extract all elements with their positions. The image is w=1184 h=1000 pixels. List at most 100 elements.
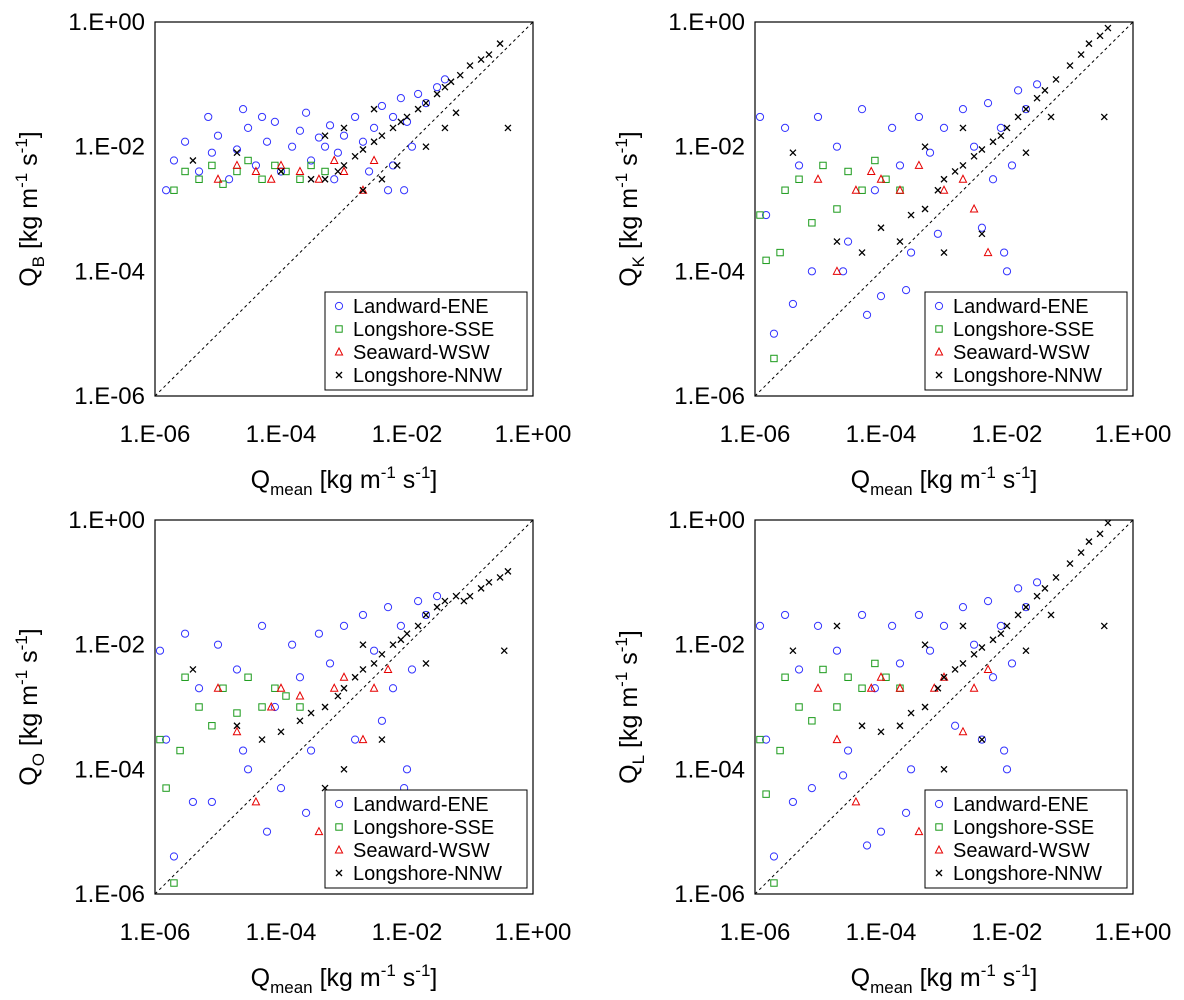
data-point xyxy=(176,746,184,755)
data-point xyxy=(407,142,417,151)
data-point xyxy=(1096,530,1104,538)
label-unit: [kg m xyxy=(913,466,981,494)
data-point xyxy=(906,248,916,257)
data-point xyxy=(306,746,316,755)
data-point xyxy=(895,185,905,194)
data-point xyxy=(914,610,924,620)
x-tick-label: 1.E-02 xyxy=(972,421,1043,448)
label-superscript: -1 xyxy=(612,138,631,153)
data-point xyxy=(188,797,198,807)
data-point xyxy=(788,299,798,309)
data-point xyxy=(403,113,411,121)
data-point xyxy=(921,205,929,213)
data-point xyxy=(934,186,942,194)
data-point xyxy=(833,703,841,711)
label-subscript: mean xyxy=(270,978,313,997)
data-point xyxy=(951,168,959,175)
data-point xyxy=(155,646,165,655)
label-unit: ] xyxy=(430,964,437,992)
data-point xyxy=(282,692,290,700)
data-point xyxy=(1003,124,1011,132)
data-point xyxy=(422,659,430,667)
data-point xyxy=(1066,560,1074,568)
data-point xyxy=(396,94,405,103)
data-point xyxy=(887,123,897,133)
data-point xyxy=(213,131,223,140)
x-tick-label: 1.E-04 xyxy=(846,919,917,946)
data-point xyxy=(496,573,504,581)
data-point xyxy=(813,174,823,183)
data-point xyxy=(921,143,929,151)
label-subscript: mean xyxy=(270,480,313,499)
data-point xyxy=(871,156,879,165)
y-tick-label: 1.E+00 xyxy=(668,507,745,534)
label-main: Q xyxy=(251,466,270,494)
data-point xyxy=(870,186,879,195)
label-subscript: mean xyxy=(870,480,913,499)
y-tick-label: 1.E-02 xyxy=(674,632,745,659)
data-point xyxy=(383,603,393,612)
data-point xyxy=(282,167,290,176)
label-main: Q xyxy=(615,267,643,286)
data-point xyxy=(988,175,998,184)
y-tick-label: 1.E-04 xyxy=(74,756,145,783)
data-point xyxy=(1000,746,1009,755)
data-point xyxy=(238,105,248,114)
data-point xyxy=(421,98,431,108)
data-point xyxy=(307,709,315,717)
label-unit: s xyxy=(996,964,1015,992)
data-point xyxy=(194,684,204,693)
data-point xyxy=(969,142,979,151)
data-point xyxy=(925,646,935,655)
legend-marker-square xyxy=(335,325,343,333)
legend-label: Landward-ENE xyxy=(353,794,489,816)
data-point xyxy=(402,117,412,126)
data-point xyxy=(1085,40,1093,48)
data-point xyxy=(370,138,378,146)
data-point xyxy=(330,175,339,184)
data-point xyxy=(370,659,378,667)
data-point xyxy=(295,673,305,682)
data-point xyxy=(350,735,360,744)
data-point xyxy=(207,148,216,157)
data-point xyxy=(1052,75,1060,83)
data-point xyxy=(934,684,942,692)
data-point xyxy=(270,117,279,126)
x-tick-label: 1.E-04 xyxy=(846,421,917,448)
data-point xyxy=(978,230,986,238)
label-superscript: -1 xyxy=(12,670,31,685)
data-point xyxy=(441,124,449,132)
x-tick-label: 1.E-06 xyxy=(120,421,191,448)
data-point xyxy=(189,666,197,673)
label-superscript: -1 xyxy=(12,635,31,650)
data-point xyxy=(1022,105,1030,113)
data-point xyxy=(403,630,411,638)
y-tick-label: 1.E-06 xyxy=(674,881,745,908)
label-superscript: -1 xyxy=(12,138,31,153)
data-point xyxy=(1077,51,1085,59)
data-point xyxy=(477,584,485,592)
data-point xyxy=(1007,659,1017,668)
data-point xyxy=(359,641,367,649)
data-point xyxy=(414,622,422,630)
label-unit: [kg m xyxy=(615,687,643,755)
label-superscript: -1 xyxy=(381,463,396,482)
y-tick-label: 1.E+00 xyxy=(68,507,145,534)
legend-label: Landward-ENE xyxy=(953,296,1089,318)
data-point xyxy=(832,646,842,655)
label-subscript: mean xyxy=(870,978,913,997)
legend-label: Longshore-NNW xyxy=(953,863,1102,885)
label-unit: [kg m xyxy=(15,188,43,256)
data-point xyxy=(996,621,1005,631)
label-main: Q xyxy=(15,766,43,785)
data-point xyxy=(996,123,1005,133)
label-main: Q xyxy=(615,764,643,783)
data-point xyxy=(243,123,253,133)
data-point xyxy=(951,666,959,673)
data-point xyxy=(440,75,450,84)
label-main: Q xyxy=(15,267,43,286)
data-point xyxy=(358,137,368,146)
data-point xyxy=(432,83,442,92)
series-circle-points xyxy=(155,592,442,861)
data-point xyxy=(1013,86,1023,95)
